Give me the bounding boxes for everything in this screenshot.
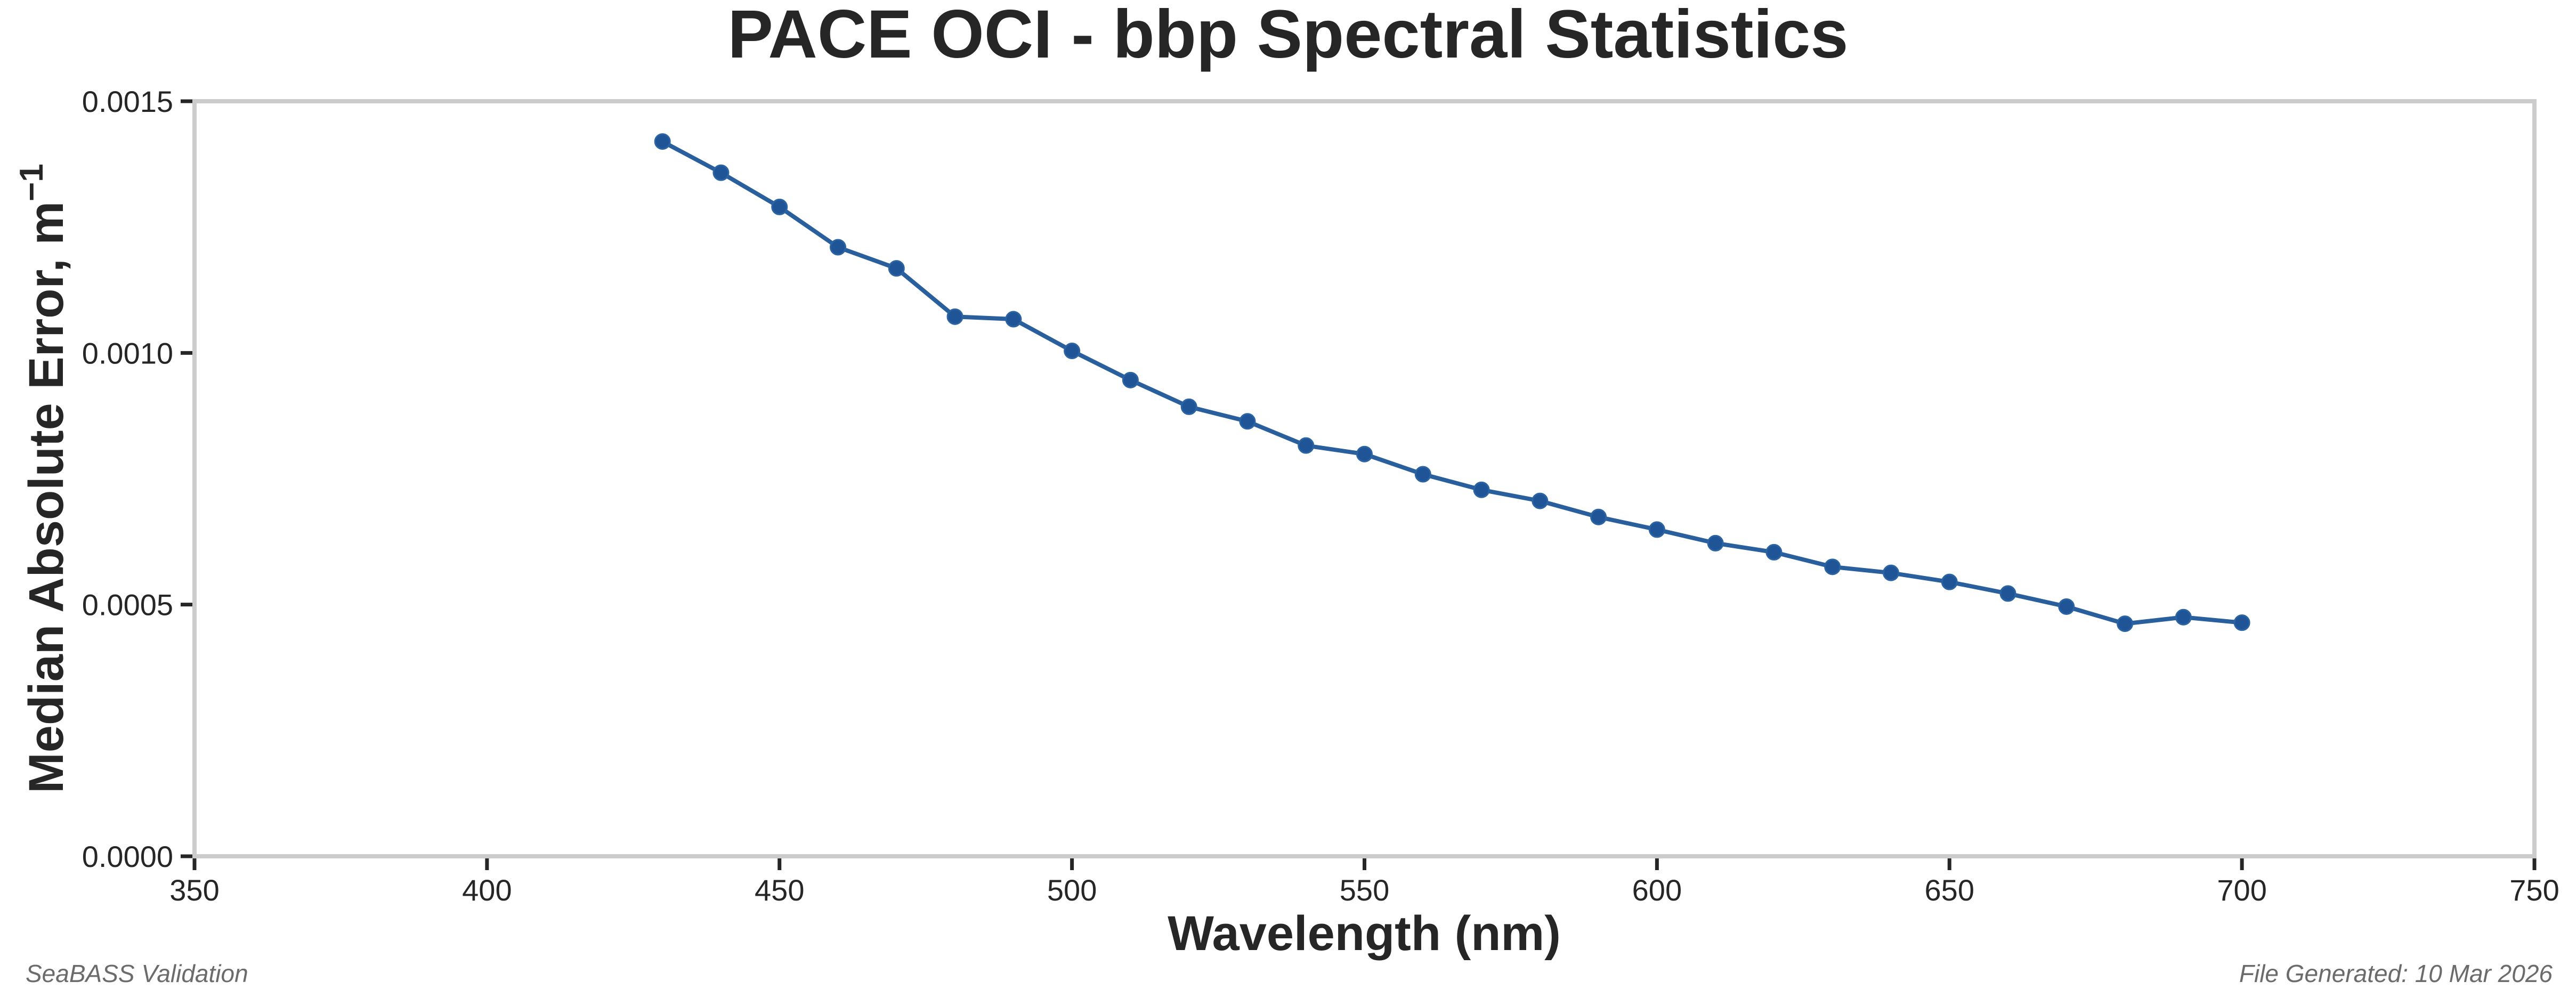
y-tick-label: 0.0000: [82, 840, 173, 873]
y-axis-ticks: 0.0000 0.0005 0.0010 0.0015: [82, 85, 195, 873]
data-point: [2233, 614, 2250, 631]
data-point: [1941, 573, 1958, 590]
data-point: [1064, 343, 1081, 360]
data-point: [1298, 437, 1315, 454]
data-point: [2175, 609, 2192, 626]
data-point: [1532, 492, 1549, 509]
data-point: [1648, 521, 1665, 538]
x-tick-label: 650: [1925, 873, 1974, 907]
x-tick-label: 750: [2509, 873, 2559, 907]
data-point: [1765, 543, 1783, 561]
series-line: [660, 139, 2245, 626]
y-tick-label: 0.0005: [82, 588, 173, 622]
data-point: [830, 239, 847, 256]
data-point: [1356, 445, 1373, 463]
x-tick-label: 450: [755, 873, 804, 907]
data-point: [712, 164, 730, 181]
plot-frame: [192, 99, 2537, 858]
x-tick-label: 500: [1047, 873, 1097, 907]
data-point: [1999, 585, 2016, 602]
data-point: [946, 308, 963, 325]
data-point: [1122, 371, 1139, 388]
x-tick-label: 350: [169, 873, 219, 907]
y-tick-label: 0.0015: [82, 85, 173, 118]
x-tick-label: 700: [2217, 873, 2266, 907]
data-point: [2058, 598, 2075, 615]
data-point: [888, 260, 905, 277]
data-point: [1473, 481, 1490, 498]
x-tick-label: 550: [1340, 873, 1389, 907]
data-point: [1005, 311, 1022, 328]
data-point: [1180, 398, 1197, 415]
x-tick-label: 400: [462, 873, 512, 907]
footer-generated-date: File Generated: 10 Mar 2026: [2239, 960, 2553, 987]
y-axis-label-superscript: −1: [13, 164, 50, 201]
y-tick-label: 0.0010: [82, 336, 173, 370]
data-point: [654, 133, 671, 150]
y-axis-label: Median Absolute Error, m−1: [13, 164, 74, 793]
x-axis-ticks: 350 400 450 500 550 600 650 700 750: [169, 856, 2559, 907]
chart-title: PACE OCI - bbp Spectral Statistics: [728, 0, 1849, 72]
svg-text:Median Absolute Error, m−1: Median Absolute Error, m−1: [13, 164, 74, 793]
series-layer: [654, 133, 2250, 632]
x-tick-label: 600: [1632, 873, 1682, 907]
data-point: [1882, 564, 1899, 581]
data-point: [1239, 413, 1256, 430]
data-point: [1824, 558, 1841, 575]
data-point: [771, 198, 788, 215]
data-point: [1707, 534, 1724, 551]
data-point: [2117, 615, 2134, 632]
data-point: [1414, 466, 1431, 483]
footer-source-label: SeaBASS Validation: [26, 960, 248, 987]
x-axis-label: Wavelength (nm): [1168, 906, 1561, 961]
data-point: [1590, 508, 1607, 525]
y-axis-label-text: Median Absolute Error, m: [19, 201, 74, 793]
